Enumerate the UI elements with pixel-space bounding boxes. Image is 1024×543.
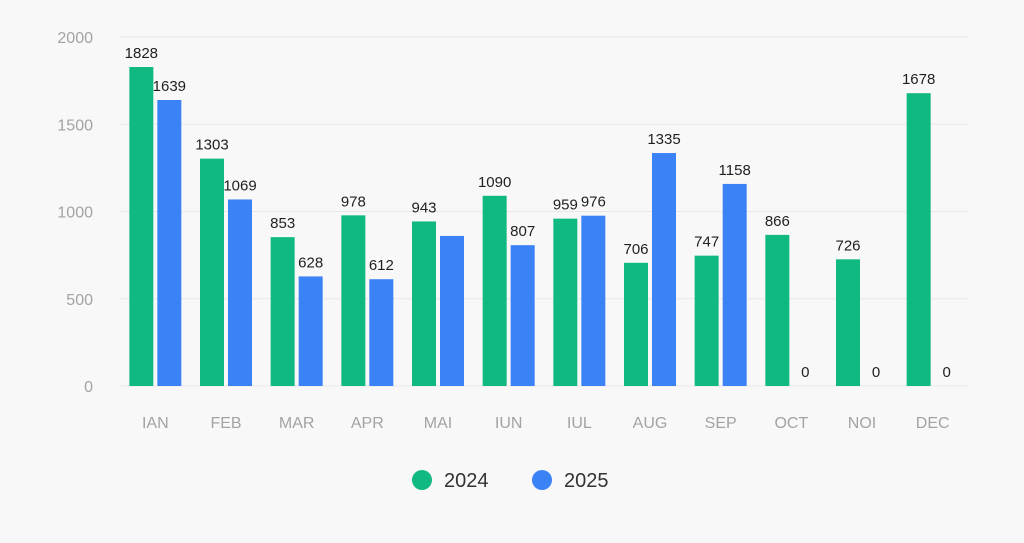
data-label-2024-aug: 706 xyxy=(623,241,648,258)
data-label-2024-mar: 853 xyxy=(270,215,295,232)
y-tick-label: 2000 xyxy=(57,30,93,47)
bar-2024-apr[interactable] xyxy=(341,215,366,386)
x-tick-label: OCT xyxy=(774,415,808,432)
data-label-2024-dec: 1678 xyxy=(902,71,935,88)
data-label-2025-noi: 0 xyxy=(872,364,880,381)
x-tick-label: AUG xyxy=(633,415,668,432)
data-label-2024-iul: 959 xyxy=(553,197,578,214)
data-label-2024-iun: 1090 xyxy=(478,174,511,191)
bar-2025-mar[interactable] xyxy=(298,276,323,386)
bar-2024-iun[interactable] xyxy=(482,195,507,386)
x-tick-label: MAR xyxy=(279,415,315,432)
x-axis: IAN FEB MAR APR MAI IUN IUL AUG SEP OCT NOI DEC xyxy=(142,415,950,432)
data-label-2025-mar: 628 xyxy=(298,254,323,271)
bar-2024-oct[interactable] xyxy=(765,234,790,386)
x-tick-label: IUL xyxy=(567,415,592,432)
data-label-2024-ian: 1828 xyxy=(125,45,158,62)
bar-2025-mai[interactable] xyxy=(440,235,464,386)
data-label-2025-sep: 1158 xyxy=(719,162,751,179)
data-label-2025-apr: 612 xyxy=(369,257,394,274)
x-tick-label: MAI xyxy=(424,415,452,432)
bar-2024-ian[interactable] xyxy=(129,67,154,386)
y-tick-label: 500 xyxy=(66,292,93,309)
data-label-2024-noi: 726 xyxy=(835,237,860,254)
legend-item-2025[interactable]: 2025 xyxy=(532,470,609,492)
bar-2025-iul[interactable] xyxy=(581,215,606,386)
data-label-2024-mai: 943 xyxy=(411,199,436,216)
data-label-2024-sep: 747 xyxy=(694,234,719,251)
bar-2025-aug[interactable] xyxy=(652,153,676,386)
bar-2025-ian[interactable] xyxy=(157,99,182,386)
bar-2024-sep[interactable] xyxy=(694,255,719,386)
y-tick-label: 1000 xyxy=(57,205,93,222)
data-label-2025-iun: 807 xyxy=(510,223,535,240)
grid-layer xyxy=(120,36,968,387)
bar-2025-sep[interactable] xyxy=(722,183,747,386)
x-tick-label: FEB xyxy=(210,415,241,432)
bar-2024-noi[interactable] xyxy=(836,259,860,386)
data-label-2025-feb: 1069 xyxy=(223,177,256,194)
legend-marker xyxy=(532,470,552,490)
legend-item-2024[interactable]: 2024 xyxy=(412,470,489,492)
data-label-2024-apr: 978 xyxy=(341,193,366,210)
bar-2024-iul[interactable] xyxy=(553,218,578,386)
y-axis: 0 500 1000 1500 2000 xyxy=(57,30,93,396)
x-tick-label: IAN xyxy=(142,415,169,432)
data-label-2025-dec: 0 xyxy=(942,364,950,381)
data-label-2025-iul: 976 xyxy=(581,194,606,211)
bar-2025-iun[interactable] xyxy=(510,245,535,386)
x-tick-label: APR xyxy=(351,415,384,432)
bar-2024-mai[interactable] xyxy=(412,221,436,386)
x-tick-label: DEC xyxy=(916,415,950,432)
x-tick-label: NOI xyxy=(848,415,876,432)
x-tick-label: IUN xyxy=(495,415,523,432)
y-tick-label: 0 xyxy=(84,379,93,396)
data-label-2024-oct: 866 xyxy=(765,213,790,230)
x-tick-label: SEP xyxy=(705,415,737,432)
bar-2025-apr[interactable] xyxy=(369,279,394,386)
data-label-2025-oct: 0 xyxy=(801,364,809,381)
bar-2024-mar[interactable] xyxy=(270,237,295,386)
bar-2025-feb[interactable] xyxy=(228,199,252,386)
y-tick-label: 1500 xyxy=(57,117,93,134)
data-labels-layer: 1828 1639 1303 1069 853 628 978 612 943 1090 807 95… xyxy=(125,45,951,381)
legend-label: 2025 xyxy=(564,470,609,492)
bar-2024-feb[interactable] xyxy=(200,158,224,386)
legend-marker xyxy=(412,470,432,490)
data-label-2025-aug: 1335 xyxy=(647,131,680,148)
bars-layer xyxy=(129,67,931,387)
legend-label: 2024 xyxy=(444,470,489,492)
bar-2024-aug[interactable] xyxy=(624,262,648,386)
bar-2024-dec[interactable] xyxy=(906,93,931,387)
data-label-2024-feb: 1303 xyxy=(195,137,228,154)
legend[interactable]: 2024 2025 xyxy=(412,470,609,492)
data-label-2025-ian: 1639 xyxy=(153,78,186,95)
